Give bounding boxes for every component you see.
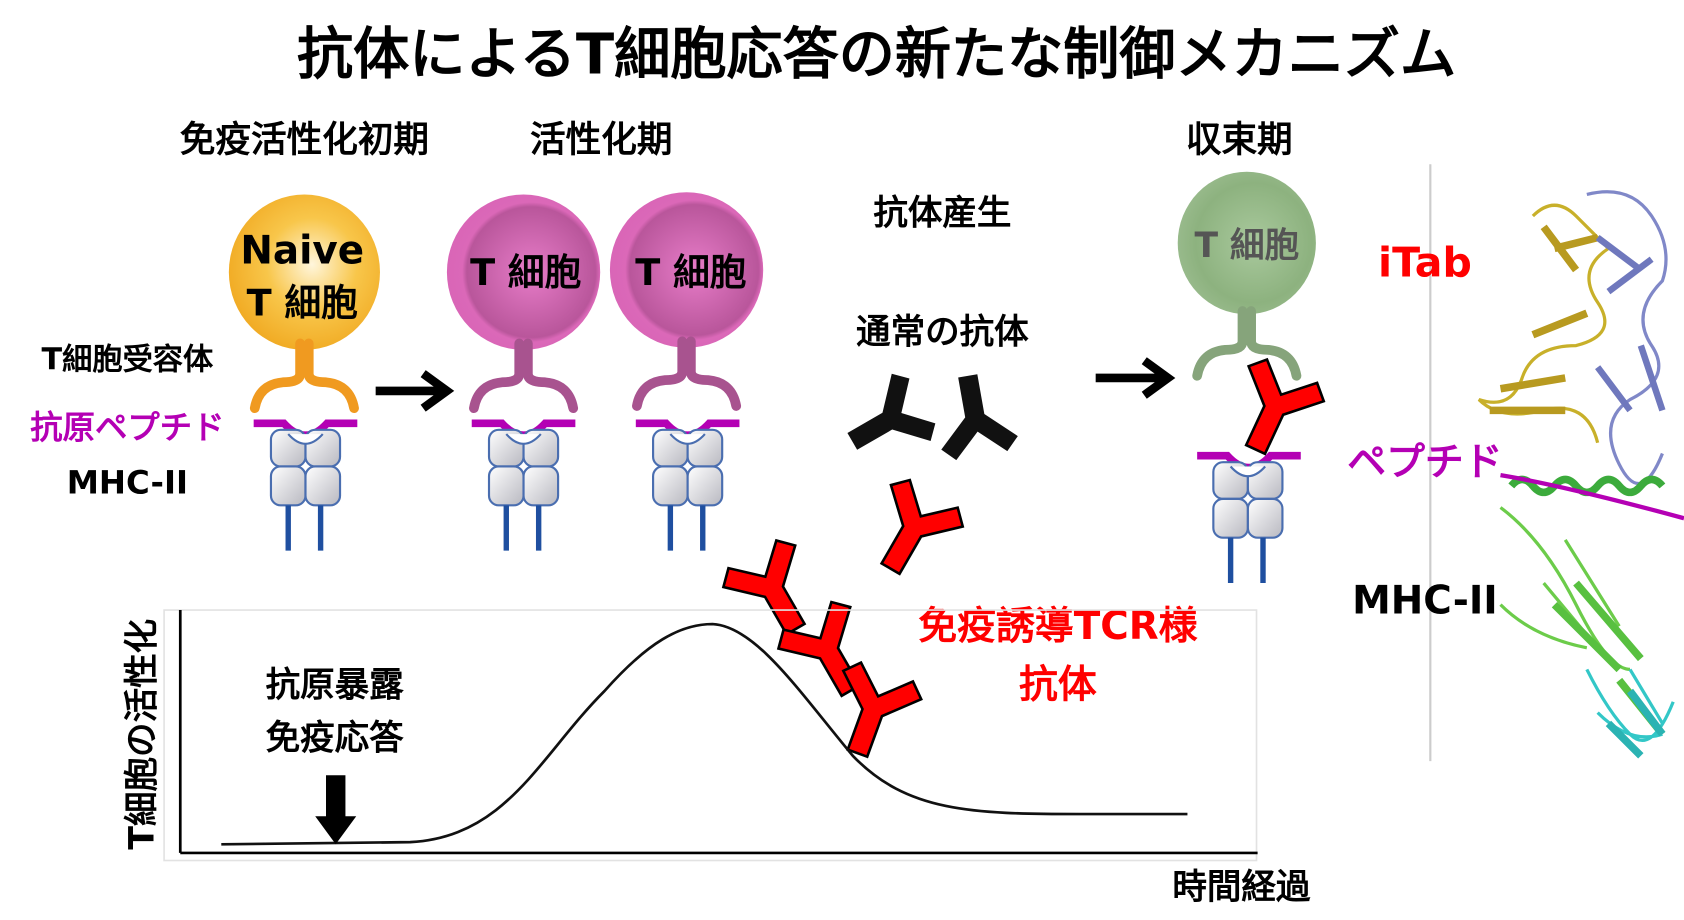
itab-label: iTab (1378, 238, 1472, 286)
structure-peptide-label: ペプチド (1347, 440, 1502, 485)
mhc-label: MHC-II (67, 463, 188, 501)
normal-antibody-label: 通常の抗体 (856, 312, 1029, 352)
protein-structure-image (1477, 190, 1684, 759)
y-axis-label: T細胞の活性化 (122, 619, 162, 850)
active-cell-label: T 細胞 (635, 251, 746, 294)
naive-cell-label-1: Naive (240, 229, 364, 274)
tcr-like-antibody-label-2: 抗体 (1019, 662, 1097, 707)
mhc-ii-shape (653, 430, 722, 551)
page-title: 抗体によるT細胞応答の新たな制御メカニズム (297, 23, 1456, 88)
antibody-production-label: 抗体産生 (873, 194, 1011, 234)
naive-cell-label-2: T 細胞 (247, 281, 358, 324)
event-label-2: 免疫応答 (266, 718, 405, 758)
graph-frame (163, 609, 1258, 862)
activation-curve (221, 622, 1188, 846)
active-t-cell: T 細胞 (609, 192, 764, 406)
x-axis-label: 時間経過 (1172, 867, 1311, 907)
tcr-label: T細胞受容体 (42, 342, 214, 377)
naive-t-cell: Naive T 細胞 (228, 194, 380, 408)
active-cell-label: T 細胞 (470, 251, 581, 294)
phase-label-active: 活性化期 (530, 119, 672, 160)
arrow-icon (1095, 357, 1176, 399)
peptide-shape (636, 423, 740, 435)
resolved-cell-label: T 細胞 (1194, 226, 1299, 266)
normal-antibody-icon (832, 367, 942, 476)
tcr-like-antibody-icon (715, 532, 833, 652)
activation-graph: T細胞の活性化 時間経過 抗原暴露 免疫応答 (122, 609, 1311, 907)
peptide-label: 抗原ペプチド (30, 408, 224, 446)
phase-label-early: 免疫活性化初期 (180, 119, 429, 160)
mhc-ii-shape (271, 430, 340, 551)
down-arrow-icon (315, 775, 357, 845)
phase-label-resolution: 収束期 (1186, 119, 1293, 160)
normal-antibody-icon (929, 369, 1021, 463)
mhc-ii-shape (1213, 462, 1282, 583)
active-t-cell: T 細胞 (446, 194, 601, 408)
arrow-icon (375, 370, 455, 412)
mhc-ii-shape (489, 430, 558, 551)
peptide-shape (254, 423, 358, 435)
tcr-like-antibody-icon (1216, 352, 1331, 469)
structure-mhc-label: MHC-II (1352, 578, 1498, 623)
tcr-like-antibody-label-1: 免疫誘導TCR様 (918, 604, 1197, 649)
peptide-shape (472, 423, 576, 435)
event-label-1: 抗原暴露 (266, 665, 405, 705)
tcr-like-antibody-icon (853, 471, 971, 591)
resolved-t-cell: T 細胞 (1177, 171, 1316, 376)
